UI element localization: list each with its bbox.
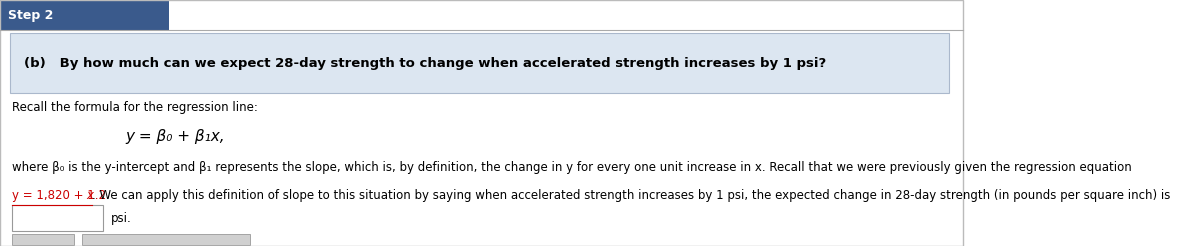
Text: where β₀ is the y-intercept and β₁ represents the slope, which is, by definition: where β₀ is the y-intercept and β₁ repre…: [12, 161, 1132, 174]
Text: (b)   By how much can we expect 28-day strength to change when accelerated stren: (b) By how much can we expect 28-day str…: [24, 57, 827, 70]
Text: Step 2: Step 2: [7, 10, 53, 22]
FancyBboxPatch shape: [10, 33, 949, 93]
Text: y = 1,820 + 1.2: y = 1,820 + 1.2: [12, 189, 106, 202]
FancyBboxPatch shape: [12, 234, 74, 245]
FancyBboxPatch shape: [0, 0, 168, 30]
Text: x: x: [86, 189, 94, 202]
Text: psi.: psi.: [110, 212, 132, 225]
FancyBboxPatch shape: [12, 205, 103, 231]
Text: Recall the formula for the regression line:: Recall the formula for the regression li…: [12, 101, 258, 113]
Text: y = β₀ + β₁x,: y = β₀ + β₁x,: [125, 129, 224, 144]
Text: . We can apply this definition of slope to this situation by saying when acceler: . We can apply this definition of slope …: [91, 189, 1170, 202]
FancyBboxPatch shape: [82, 234, 251, 245]
